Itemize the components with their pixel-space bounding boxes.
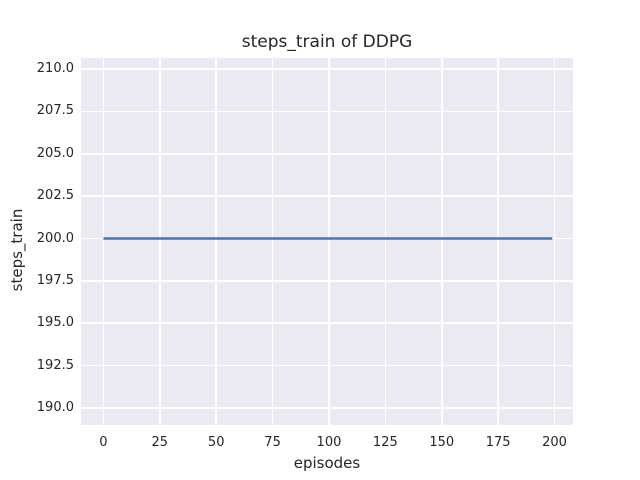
y-tick-label: 195.0	[36, 315, 74, 331]
x-gridline	[553, 58, 556, 425]
x-tick-label: 100	[316, 435, 342, 450]
x-gridline	[328, 58, 330, 425]
x-tick-label: 200	[542, 435, 567, 450]
x-gridline	[102, 58, 105, 425]
chart-title: steps_train of DDPG	[241, 32, 413, 52]
y-gridline	[81, 195, 573, 197]
x-tick-label: 175	[485, 435, 511, 450]
x-gridline	[159, 58, 161, 425]
y-gridline	[81, 110, 573, 113]
y-tick-label: 202.5	[36, 188, 74, 204]
y-tick-label: 207.5	[36, 103, 74, 119]
y-gridline	[81, 407, 573, 409]
plot-area	[81, 58, 573, 425]
x-tick-label: 125	[372, 435, 398, 450]
x-tick-label: 0	[99, 435, 108, 450]
x-gridline	[497, 58, 499, 425]
x-tick-label: 75	[264, 435, 281, 450]
y-gridline	[81, 68, 573, 70]
x-gridline	[440, 58, 443, 425]
x-gridline	[384, 58, 387, 425]
x-gridline	[271, 58, 274, 425]
y-tick-label: 205.0	[36, 145, 74, 161]
y-tick-label: 190.0	[36, 400, 74, 416]
y-gridline	[81, 364, 573, 367]
y-tick-label: 210.0	[36, 61, 74, 77]
x-gridline	[215, 58, 217, 425]
y-gridline	[81, 280, 573, 282]
y-tick-label: 200.0	[36, 230, 74, 246]
x-tick-label: 150	[429, 435, 455, 450]
x-tick-label: 25	[151, 435, 169, 450]
x-axis-label: episodes	[293, 454, 361, 472]
y-tick-label: 197.5	[36, 272, 74, 288]
line-layer	[103, 237, 553, 240]
y-gridline	[81, 322, 573, 325]
y-tick-label: 192.5	[36, 357, 74, 373]
x-tick-label: 50	[207, 435, 225, 450]
y-gridline	[81, 152, 573, 155]
